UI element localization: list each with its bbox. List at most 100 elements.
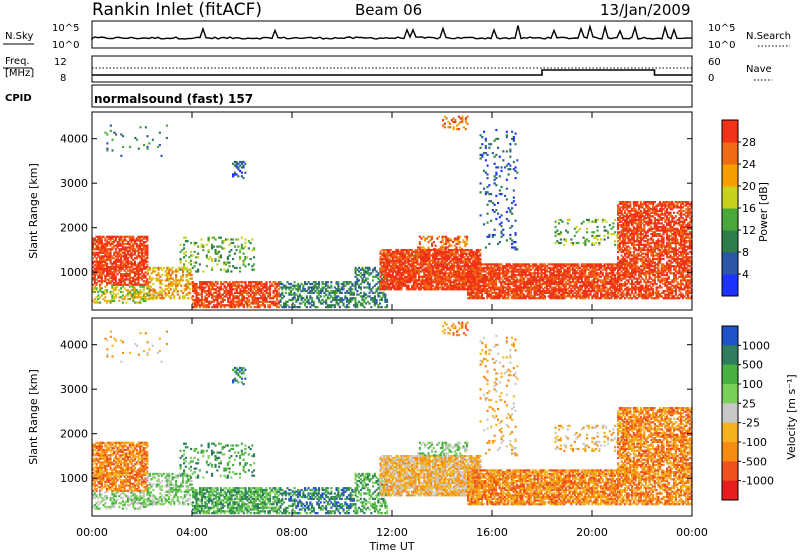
power-cell <box>593 265 596 268</box>
power-cell <box>141 242 144 245</box>
power-cell <box>144 249 147 253</box>
power-cell <box>127 266 130 269</box>
power-cell <box>353 297 356 300</box>
power-cell <box>242 288 245 291</box>
power-cell <box>381 272 384 275</box>
power-cell <box>418 268 421 271</box>
power-cell <box>244 302 247 305</box>
power-cell <box>579 266 582 269</box>
power-cell <box>472 291 475 294</box>
power-cell <box>474 282 477 286</box>
power-cell <box>277 295 280 298</box>
power-cell <box>549 270 552 273</box>
beam-title: Beam 06 <box>355 1 422 19</box>
power-cell <box>484 279 487 282</box>
power-cell <box>474 286 477 289</box>
power-cell <box>610 290 613 293</box>
power-cell <box>605 277 608 280</box>
power-cell <box>218 259 221 262</box>
power-cell <box>603 290 606 293</box>
power-cell <box>470 266 473 269</box>
power-cell <box>312 288 315 291</box>
power-cell <box>134 289 137 292</box>
power-cell <box>120 282 123 285</box>
power-cell <box>512 288 515 291</box>
power-cell <box>347 281 350 284</box>
power-cell <box>484 246 487 249</box>
power-cell <box>351 297 354 300</box>
power-cell <box>102 251 105 254</box>
power-cell <box>386 286 389 289</box>
power-cell <box>351 282 354 286</box>
power-cell <box>199 306 202 309</box>
power-cell <box>361 304 364 307</box>
power-cell <box>260 284 263 287</box>
power-cell <box>95 260 98 263</box>
power-cell <box>182 295 185 298</box>
power-cell <box>246 304 249 307</box>
power-cell <box>109 299 112 302</box>
power-cell <box>582 293 585 296</box>
power-cell <box>407 257 410 261</box>
power-cell <box>235 266 238 269</box>
power-cell <box>235 173 238 176</box>
power-cell <box>610 266 613 269</box>
power-cell <box>558 272 561 275</box>
power-cell <box>178 297 181 300</box>
power-cell <box>239 249 242 252</box>
power-cell <box>135 296 138 299</box>
power-cell <box>339 297 342 300</box>
power-cell <box>582 272 585 275</box>
power-cell <box>235 284 238 287</box>
power-cell <box>542 288 545 291</box>
power-cell <box>488 268 491 271</box>
power-cell <box>284 288 287 291</box>
power-cell <box>584 277 587 280</box>
power-cell <box>211 259 214 262</box>
power-cell <box>535 263 538 266</box>
power-cell <box>248 298 251 302</box>
power-cell <box>311 290 314 293</box>
power-cell <box>488 233 491 237</box>
power-cell <box>97 251 100 254</box>
power-cell <box>402 256 405 259</box>
power-cell <box>570 263 573 266</box>
power-cell <box>584 297 587 300</box>
power-cell <box>468 286 471 289</box>
power-cell <box>509 282 512 286</box>
power-cell <box>498 297 501 300</box>
power-cell <box>183 247 186 250</box>
power-cell <box>425 259 428 262</box>
power-cell <box>346 306 349 309</box>
power-cell <box>474 288 477 291</box>
power-cell <box>495 291 498 294</box>
power-cell <box>128 239 131 242</box>
power-cell <box>460 282 463 286</box>
power-cell <box>538 286 541 289</box>
power-cell <box>381 259 384 262</box>
power-cell <box>435 277 438 280</box>
power-cell <box>491 281 494 284</box>
power-cell <box>339 298 342 302</box>
power-cell <box>202 249 205 252</box>
power-cell <box>179 250 182 253</box>
power-cell <box>190 297 193 300</box>
power-cell <box>593 274 596 277</box>
power-cell <box>142 251 145 254</box>
power-cell <box>368 266 371 269</box>
power-cell <box>565 268 568 271</box>
power-cell <box>587 263 590 266</box>
power-cell <box>246 297 249 300</box>
power-cell <box>173 290 176 293</box>
power-cell <box>589 270 592 273</box>
power-cell <box>418 274 421 277</box>
power-cell <box>93 278 96 281</box>
power-cell <box>540 268 543 271</box>
power-cell <box>139 273 142 276</box>
power-cell <box>332 298 335 302</box>
power-cell <box>558 288 561 291</box>
power-cell <box>370 288 373 291</box>
power-cell <box>502 266 505 269</box>
power-cell <box>102 258 105 261</box>
power-cell <box>398 263 401 266</box>
